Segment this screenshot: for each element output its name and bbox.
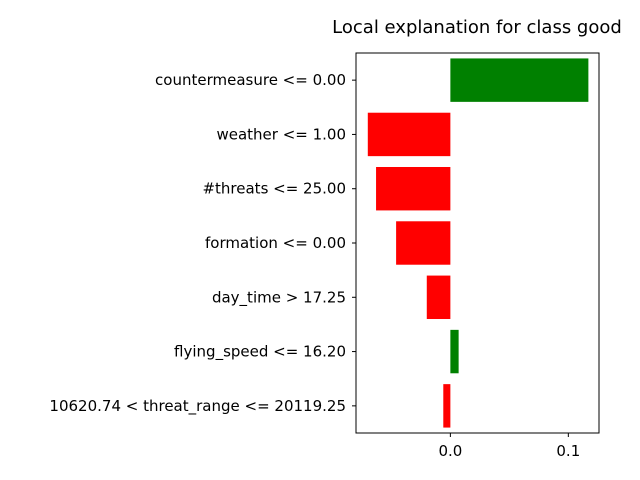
category-label-2: #threats <= 25.00 [202, 180, 346, 198]
bar-1 [367, 112, 451, 157]
bar-2 [376, 167, 451, 211]
bar-6 [443, 384, 451, 428]
bar-5 [450, 329, 459, 374]
x-tick-label-0: 0.0 [438, 442, 462, 460]
category-label-3: formation <= 0.00 [205, 234, 346, 252]
bar-0 [450, 58, 589, 102]
plot-frame [355, 52, 600, 434]
category-label-5: flying_speed <= 16.20 [174, 343, 346, 362]
category-label-0: countermeasure <= 0.00 [155, 71, 346, 89]
chart-title: Local explanation for class good [332, 17, 622, 38]
bar-3 [396, 221, 451, 265]
plot-area: countermeasure <= 0.00 weather <= 1.00 #th… [49, 52, 600, 460]
category-label-4: day_time > 17.25 [212, 288, 346, 307]
category-label-1: weather <= 1.00 [216, 125, 346, 143]
category-label-6: 10620.74 < threat_range <= 20119.25 [49, 397, 346, 416]
x-tick-label-1: 0.1 [556, 442, 580, 460]
bar-4 [426, 275, 451, 319]
